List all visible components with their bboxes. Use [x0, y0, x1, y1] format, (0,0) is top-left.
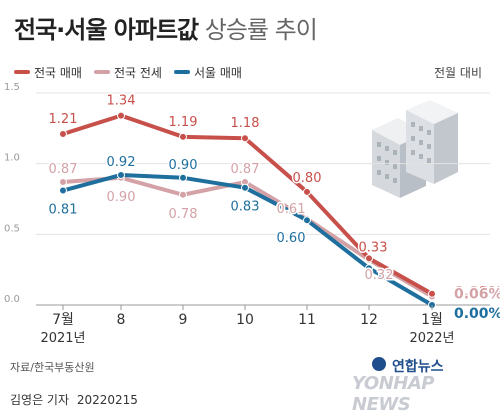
data-point: [179, 132, 187, 141]
y-tick-label: 0.5: [4, 223, 20, 234]
data-label: 0.61: [277, 202, 306, 217]
data-point: [241, 183, 249, 192]
data-label: 1.34: [107, 94, 136, 109]
data-point: [303, 187, 311, 196]
publish-date: 20220215: [76, 393, 138, 407]
legend-swatch: [14, 70, 30, 74]
x-tick-sublabel: 2022년: [409, 331, 454, 346]
data-label: 1.19: [169, 115, 198, 130]
data-point: [117, 111, 125, 120]
data-label: 0.92: [107, 155, 136, 170]
legend: 전국 매매 전국 전세 서울 매매: [14, 64, 242, 80]
legend-item-national-sale: 전국 매매: [14, 64, 82, 80]
yonhap-logo: 연합뉴스 YONHAP NEWS: [314, 356, 494, 415]
y-tick-label: 1.0: [4, 153, 20, 164]
building-illustration: [372, 100, 458, 198]
data-label: 0.32: [365, 268, 394, 283]
data-label: 0.81: [49, 203, 78, 218]
data-point: [59, 186, 67, 195]
x-tick-label: 11: [298, 312, 316, 328]
data-label: 0.60: [277, 231, 306, 246]
logo-korean: 연합뉴스: [392, 359, 444, 375]
byline: 김영은 기자 20220215: [10, 391, 138, 408]
x-tick-label: 9: [179, 312, 188, 328]
title-light: 상승률 추이: [204, 16, 318, 44]
data-label: 0.90: [107, 190, 136, 205]
data-label: 0.33: [359, 240, 388, 255]
data-point: [179, 190, 187, 199]
x-tick-label: 10: [236, 312, 254, 328]
data-point: [365, 254, 373, 263]
data-label: 0.00%: [454, 306, 500, 322]
data-point: [428, 289, 436, 298]
legend-label: 전국 전세: [113, 65, 162, 80]
logo-english: YONHAP NEWS: [352, 373, 434, 415]
legend-label: 서울 매매: [193, 65, 242, 80]
data-point: [59, 178, 67, 187]
data-point: [365, 264, 373, 273]
x-tick-label: 7월: [52, 312, 74, 328]
data-point: [241, 134, 249, 143]
legend-swatch: [173, 70, 190, 74]
data-label: 0.80: [293, 171, 322, 186]
data-label: 1.21: [49, 112, 78, 127]
data-point: [59, 129, 67, 138]
source-text: 자료/한국부동산원: [10, 361, 95, 374]
legend-swatch: [93, 70, 110, 74]
title-bold: 전국·서울 아파트값: [14, 16, 199, 44]
legend-item-seoul-sale: 서울 매매: [173, 64, 242, 80]
data-label: 0.78: [169, 207, 198, 222]
data-label: 0.08%: [454, 285, 500, 301]
x-tick-sublabel: 2021년: [40, 331, 85, 346]
x-tick-label: 1월: [421, 312, 443, 328]
data-label: 0.90: [169, 158, 198, 173]
legend-item-national-jeonse: 전국 전세: [93, 64, 162, 80]
x-tick-label: 12: [360, 312, 378, 328]
data-point: [303, 216, 311, 225]
data-point: [179, 173, 187, 182]
data-point: [117, 170, 125, 179]
unit-label: 전월 대비: [434, 66, 482, 80]
yonhap-mark-icon: [372, 357, 386, 371]
y-tick-label: 1.5: [4, 82, 20, 93]
data-label: 0.87: [231, 162, 260, 177]
chart-title: 전국·서울 아파트값 상승률 추이: [14, 10, 318, 45]
data-label: 0.83: [231, 200, 260, 215]
x-tick-label: 8: [117, 312, 126, 328]
reporter-name: 김영은 기자: [10, 393, 70, 407]
data-label: 0.87: [49, 162, 78, 177]
y-tick-label: 0.0: [4, 294, 20, 305]
data-label: 0.06%: [454, 287, 500, 303]
data-label: 1.18: [231, 116, 260, 131]
legend-label: 전국 매매: [34, 65, 82, 80]
